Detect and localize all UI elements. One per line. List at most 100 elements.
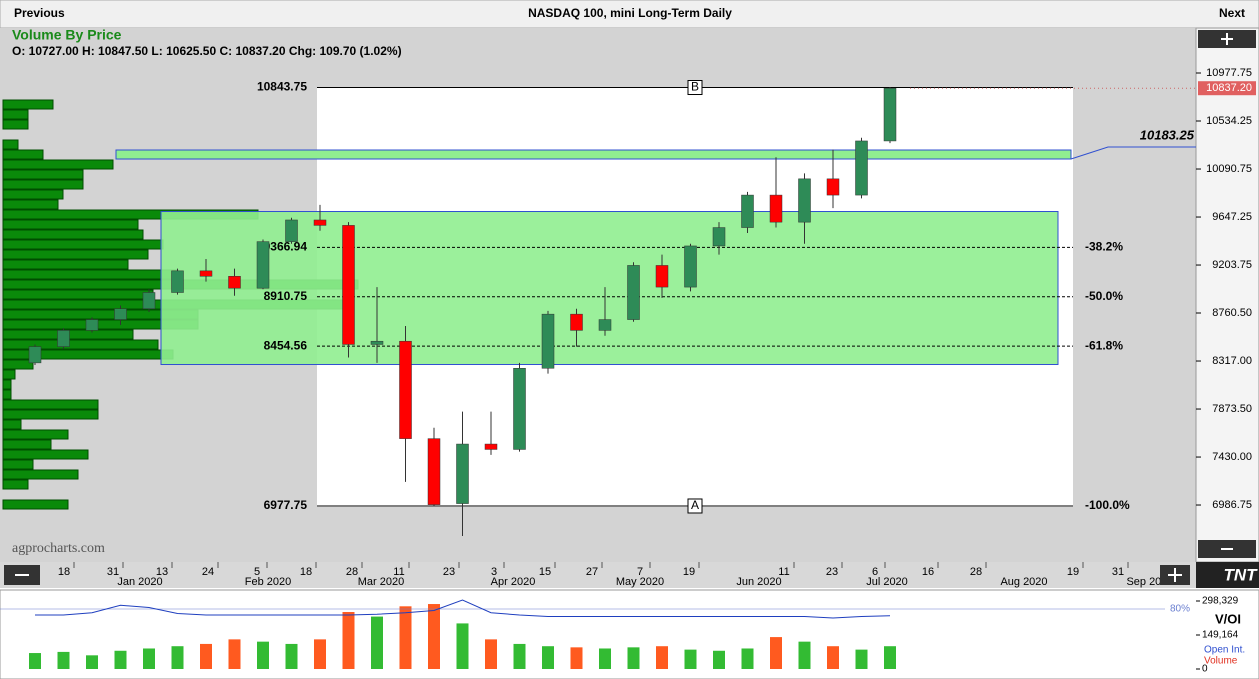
vbp-bar: [2, 339, 159, 350]
volume-bar: [29, 653, 41, 669]
x-tick-label: 7: [637, 566, 643, 578]
candle-body: [655, 265, 669, 288]
y-tick-label: 8317.00: [1212, 355, 1252, 367]
plus-icon: [1168, 568, 1182, 582]
vbp-bar: [2, 139, 19, 150]
candle-body: [541, 313, 555, 369]
volume-bar: [827, 646, 839, 669]
volume-bar: [342, 612, 355, 669]
vbp-bar: [2, 429, 69, 440]
candle-body: [313, 219, 327, 226]
x-tick-label: 16: [922, 566, 934, 578]
logo: TNT: [1223, 565, 1258, 584]
voi-tick-label: 80%: [1170, 604, 1190, 615]
volume-bar: [627, 647, 640, 669]
volume-tick-label: 0: [1202, 664, 1208, 675]
volume-bar: [285, 643, 298, 669]
x-tick-label: 6: [872, 566, 878, 578]
fib-percent: -100.0%: [1085, 498, 1130, 512]
legend-entry: Volume: [1204, 656, 1238, 667]
volume-bar: [741, 648, 754, 669]
volume-bar: [770, 637, 782, 669]
volume-bar: [684, 649, 697, 669]
fib-value: 10843.75: [257, 80, 307, 94]
vbp-bar: [2, 399, 99, 410]
volume-bar: [456, 623, 469, 669]
vbp-bar: [2, 169, 84, 180]
fib-value: 8910.75: [264, 289, 308, 303]
zone-pointer: [1070, 146, 1196, 160]
y-tick-label: 8760.50: [1212, 307, 1252, 319]
volume-bar: [143, 648, 155, 669]
volume-bar: [599, 648, 611, 669]
previous-button[interactable]: Previous: [14, 6, 65, 20]
vbp-bar: [2, 469, 79, 480]
last-price-label: 10837.20: [1206, 82, 1252, 94]
x-tick-label: 19: [1067, 566, 1079, 578]
candle-body: [855, 140, 868, 196]
vbp-bar: [2, 479, 29, 490]
candle-body: [171, 270, 184, 293]
candle-body: [85, 319, 99, 331]
x-tick-label: 15: [539, 566, 551, 578]
candle-body: [769, 194, 783, 223]
vbp-bar: [2, 149, 44, 160]
volume-bar: [371, 616, 383, 669]
x-tick-label: 3: [491, 566, 497, 578]
volume-bar: [399, 606, 412, 669]
x-tick-label: 5: [254, 566, 260, 578]
x-tick-label: 28: [970, 566, 982, 578]
candle-body: [627, 265, 640, 320]
price-axis: [1195, 27, 1259, 563]
fib-percent: -61.8%: [1085, 338, 1123, 352]
volume-tick-label: 149,164: [1202, 630, 1239, 641]
y-tick-label: 7873.50: [1212, 403, 1252, 415]
x-tick-label: 13: [156, 566, 168, 578]
volume-bar: [485, 639, 497, 669]
vbp-bar: [2, 109, 29, 120]
next-button[interactable]: Next: [1219, 6, 1245, 20]
x-tick-label: 23: [826, 566, 838, 578]
fib-percent: -50.0%: [1085, 289, 1123, 303]
volume-tick-label: 298,329: [1202, 596, 1239, 607]
candle-body: [28, 346, 42, 364]
fib-marker-box: [687, 498, 703, 514]
fib-value: 8454.56: [264, 338, 308, 352]
candle-body: [199, 270, 213, 277]
candle-body: [228, 276, 241, 289]
candle-body: [342, 225, 355, 345]
volume-bar: [855, 649, 868, 669]
volume-bar: [798, 641, 811, 669]
vbp-bar: [2, 259, 129, 270]
vbp-bar: [2, 369, 16, 380]
vbp-bar: [2, 159, 114, 170]
vbp-bar: [2, 179, 84, 190]
voi-line: [35, 599, 891, 619]
candle-body: [285, 219, 298, 242]
x-tick-label: 23: [443, 566, 455, 578]
volume-bar: [570, 647, 583, 669]
month-label: Jul 2020: [866, 576, 908, 588]
legend-entry: Open Int.: [1204, 645, 1245, 656]
volume-bar: [86, 655, 98, 669]
y-tick-label: 10090.75: [1206, 163, 1252, 175]
volume-bar: [656, 646, 668, 669]
vbp-bar: [2, 459, 34, 470]
chart-title: NASDAQ 100, mini Long-Term Daily: [528, 6, 732, 20]
candle-body: [513, 368, 526, 450]
x-tick-label: 19: [683, 566, 695, 578]
month-label: Jan 2020: [117, 576, 162, 588]
candle-body: [256, 241, 270, 289]
x-tick-label: 31: [1112, 566, 1124, 578]
vbp-bar: [2, 119, 29, 130]
vbp-bar: [2, 239, 164, 250]
month-label: Feb 2020: [245, 576, 291, 588]
candle-body: [484, 443, 498, 450]
x-tick-label: 11: [393, 566, 404, 578]
fib-marker-box: [687, 80, 703, 96]
x-tick-label: 11: [778, 566, 789, 578]
vbp-bar: [2, 359, 34, 370]
candle-body: [684, 245, 697, 288]
month-label: Mar 2020: [358, 576, 404, 588]
y-tick-label: 10977.75: [1206, 67, 1252, 79]
